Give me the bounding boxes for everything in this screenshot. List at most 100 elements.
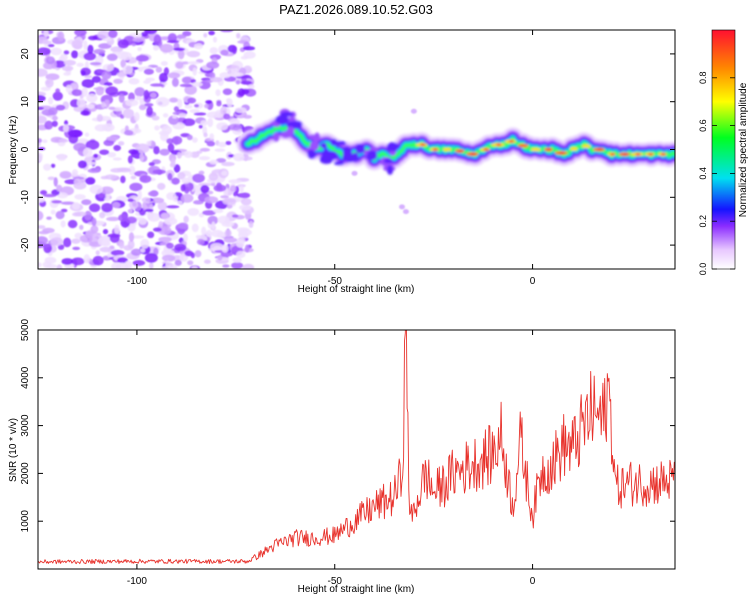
noise-blob	[209, 133, 215, 140]
noise-blob	[183, 215, 189, 223]
noise-blob	[192, 67, 197, 76]
noise-blob	[101, 123, 115, 132]
noise-blob	[71, 89, 83, 97]
noise-blob	[71, 50, 79, 59]
noise-blob	[155, 66, 163, 73]
noise-blob	[42, 139, 48, 144]
noise-blob	[219, 72, 232, 79]
noise-blob	[238, 204, 252, 211]
noise-blob	[143, 68, 154, 75]
noise-blob	[198, 156, 211, 161]
noise-blob	[120, 59, 126, 68]
noise-blob	[166, 242, 174, 249]
signal-peak	[442, 147, 452, 152]
noise-blob	[135, 54, 149, 62]
signal-peak	[530, 147, 541, 152]
signal-peak-max	[648, 153, 654, 156]
snr-frame	[37, 329, 676, 570]
noise-blob	[77, 160, 88, 169]
noise-blob	[108, 106, 116, 110]
noise-blob	[221, 170, 228, 176]
noise-blob	[410, 108, 417, 114]
noise-blob	[111, 262, 122, 269]
noise-blob	[87, 168, 101, 174]
noise-blob	[184, 104, 193, 109]
noise-blob	[65, 84, 73, 93]
noise-blob	[191, 81, 203, 87]
spectrogram-y-label: Frequency (Hz)	[8, 116, 19, 185]
noise-blob	[186, 134, 193, 141]
noise-blob	[59, 170, 72, 179]
noise-blob	[174, 259, 182, 266]
noise-blob	[155, 97, 170, 107]
noise-blob	[351, 170, 358, 176]
noise-blob	[118, 214, 128, 222]
noise-blob	[171, 177, 180, 185]
noise-blob	[200, 119, 208, 126]
noise-blob	[122, 64, 133, 75]
noise-blob	[160, 61, 168, 66]
signal-peak-max	[496, 143, 502, 146]
noise-blob	[162, 113, 169, 118]
signal-blob	[272, 132, 280, 142]
noise-blob	[71, 238, 81, 244]
noise-blob	[40, 86, 51, 91]
noise-blob	[239, 192, 251, 199]
noise-blob	[105, 99, 110, 108]
noise-blob	[149, 262, 154, 269]
spectrogram-x-tick-label: -100	[127, 276, 147, 287]
colorbar-tick-label: 0.0	[698, 263, 708, 276]
noise-blob	[101, 101, 106, 109]
noise-blob	[83, 40, 88, 51]
noise-blob	[139, 248, 146, 253]
noise-blob	[138, 217, 147, 225]
noise-blob	[48, 107, 58, 116]
signal-blob	[355, 143, 366, 154]
noise-blob	[76, 98, 86, 108]
noise-blob	[67, 219, 78, 229]
noise-blob	[164, 217, 178, 226]
noise-blob	[58, 138, 69, 143]
noise-blob	[176, 200, 183, 205]
noise-blob	[200, 185, 210, 194]
noise-blob	[56, 153, 67, 161]
noise-blob	[61, 201, 75, 205]
noise-blob	[152, 169, 166, 175]
noise-blob	[226, 64, 238, 69]
noise-blob	[137, 47, 142, 52]
noise-blob	[166, 40, 180, 44]
colorbar-label: Normalized spectral amplitude	[738, 82, 749, 217]
noise-blob	[131, 235, 145, 239]
noise-blob	[139, 97, 144, 106]
noise-blob	[198, 124, 203, 129]
noise-blob	[110, 46, 124, 53]
colorbar-tick-label: 0.6	[698, 119, 708, 132]
spectrogram-y-tick-label: 0	[20, 146, 31, 152]
noise-blob	[51, 120, 58, 127]
noise-blob	[131, 43, 136, 47]
noise-blob	[118, 141, 125, 146]
spectrogram-y-tick-label: 20	[20, 48, 31, 60]
noise-blob	[47, 96, 54, 105]
noise-blob	[101, 202, 113, 213]
noise-blob	[56, 264, 63, 269]
noise-blob	[72, 202, 80, 210]
noise-blob	[42, 193, 57, 198]
signal-peak-max	[483, 148, 489, 151]
noise-blob	[38, 95, 46, 102]
noise-blob	[157, 201, 168, 211]
signal-peak-max	[432, 148, 438, 151]
noise-blob	[141, 197, 151, 203]
noise-blob	[161, 125, 172, 135]
signal-blob	[275, 115, 289, 125]
noise-blob	[123, 130, 134, 136]
noise-blob	[55, 104, 66, 111]
noise-blob	[116, 72, 127, 77]
noise-blob	[152, 45, 160, 51]
noise-blob	[243, 46, 256, 51]
noise-blob	[122, 108, 135, 119]
noise-blob	[114, 224, 120, 235]
noise-blob	[208, 30, 215, 36]
noise-blob	[135, 95, 142, 101]
noise-blob	[86, 93, 98, 103]
